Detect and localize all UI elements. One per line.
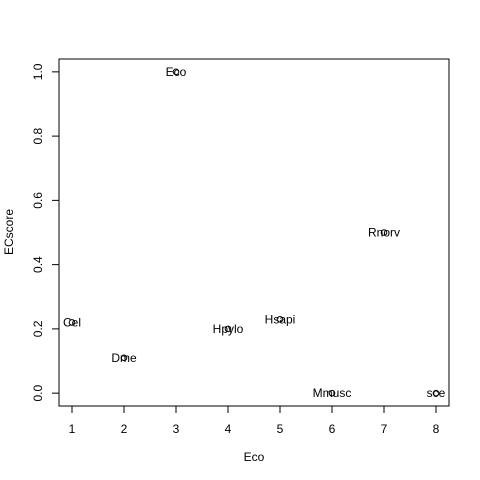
data-point: [224, 325, 232, 333]
point-label: Dme: [111, 351, 137, 365]
x-tick-label: 7: [381, 422, 388, 436]
x-tick-label: 5: [277, 422, 284, 436]
y-tick-label: 0.6: [31, 192, 45, 209]
x-tick-label: 8: [433, 422, 440, 436]
data-point: [328, 389, 336, 397]
point-label: Hpylo: [213, 322, 244, 336]
y-tick-label: 0.4: [31, 256, 45, 273]
point-label: Mmusc: [313, 386, 352, 400]
x-axis-title: Eco: [244, 450, 265, 464]
data-point: [120, 354, 128, 362]
y-tick-label: 0.2: [31, 320, 45, 337]
point-label: Cel: [63, 315, 81, 329]
x-axis: 1 2 3 4 5 6 7 8: [69, 405, 440, 436]
point-label: Hsapi: [265, 312, 296, 326]
data-point: [172, 68, 180, 76]
x-tick-label: 3: [173, 422, 180, 436]
data-point: [68, 319, 76, 326]
x-tick-label: 6: [329, 422, 336, 436]
y-tick-label: 0.0: [31, 384, 45, 401]
y-axis-title: ECscore: [2, 209, 16, 255]
data-point: [276, 315, 284, 323]
data-points: Cel Dme Eco Hpylo Hsapi Mmusc Rnorv sce: [63, 65, 446, 400]
point-label: Rnorv: [368, 226, 400, 240]
point-label: sce: [427, 386, 446, 400]
x-tick-label: 2: [121, 422, 128, 436]
y-axis: 0.0 0.2 0.4 0.6 0.8 1.0: [31, 63, 60, 401]
data-point: [380, 229, 388, 236]
x-tick-label: 4: [225, 422, 232, 436]
x-tick-label: 1: [69, 422, 76, 436]
data-point: [432, 389, 440, 397]
y-tick-label: 1.0: [31, 63, 45, 80]
point-label: Eco: [166, 65, 187, 79]
y-tick-label: 0.8: [31, 127, 45, 144]
